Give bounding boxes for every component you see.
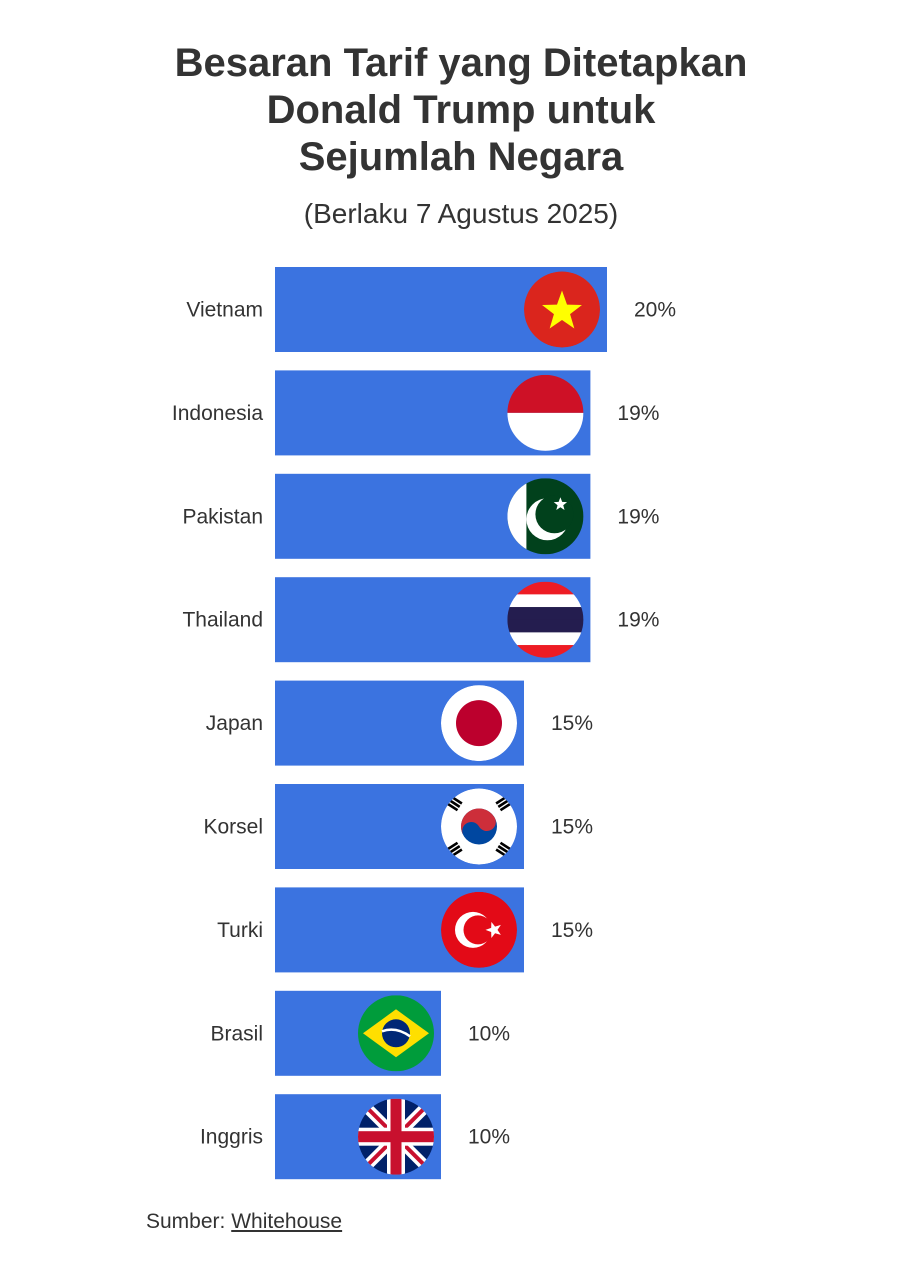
category-label-brasil: Brasil [210, 1022, 263, 1045]
chart-title-line-3: Sejumlah Negara [298, 135, 624, 179]
value-label-japan: 15% [551, 712, 593, 735]
vietnam-flag-icon [524, 271, 600, 348]
category-label-thailand: Thailand [182, 609, 263, 632]
category-label-japan: Japan [206, 712, 263, 735]
source-link[interactable]: Whitehouse [231, 1210, 343, 1233]
value-label-indonesia: 19% [617, 402, 659, 425]
japan-flag-icon [441, 685, 517, 762]
chart-title: Besaran Tarif yang Ditetapkan Donald Tru… [0, 40, 922, 181]
category-label-vietnam: Vietnam [186, 299, 263, 322]
value-label-vietnam: 20% [634, 299, 676, 322]
value-label-brasil: 10% [468, 1022, 510, 1045]
value-label-inggris: 10% [468, 1126, 510, 1149]
pakistan-flag-icon [507, 478, 584, 555]
chart-subtitle: (Berlaku 7 Agustus 2025) [303, 198, 619, 229]
source-label: Sumber: [146, 1210, 226, 1233]
uk-flag-icon [358, 1098, 434, 1175]
value-label-korsel: 15% [551, 816, 593, 839]
source-note: Sumber: Whitehouse [146, 1210, 342, 1234]
indonesia-flag-icon [507, 374, 584, 451]
category-label-korsel: Korsel [203, 816, 263, 839]
value-label-thailand: 19% [617, 609, 659, 632]
chart-title-line-1: Besaran Tarif yang Ditetapkan [174, 41, 748, 85]
category-label-inggris: Inggris [200, 1126, 263, 1149]
thailand-flag-icon [507, 581, 584, 658]
chart-title-line-2: Donald Trump untuk [266, 88, 656, 132]
turkey-flag-icon [441, 891, 517, 968]
category-label-pakistan: Pakistan [182, 505, 263, 528]
value-label-pakistan: 19% [617, 505, 659, 528]
value-label-turki: 15% [551, 919, 593, 942]
south-korea-flag-icon [441, 788, 517, 865]
category-label-turki: Turki [217, 919, 263, 942]
category-label-indonesia: Indonesia [172, 402, 263, 425]
brazil-flag-icon [358, 995, 434, 1072]
